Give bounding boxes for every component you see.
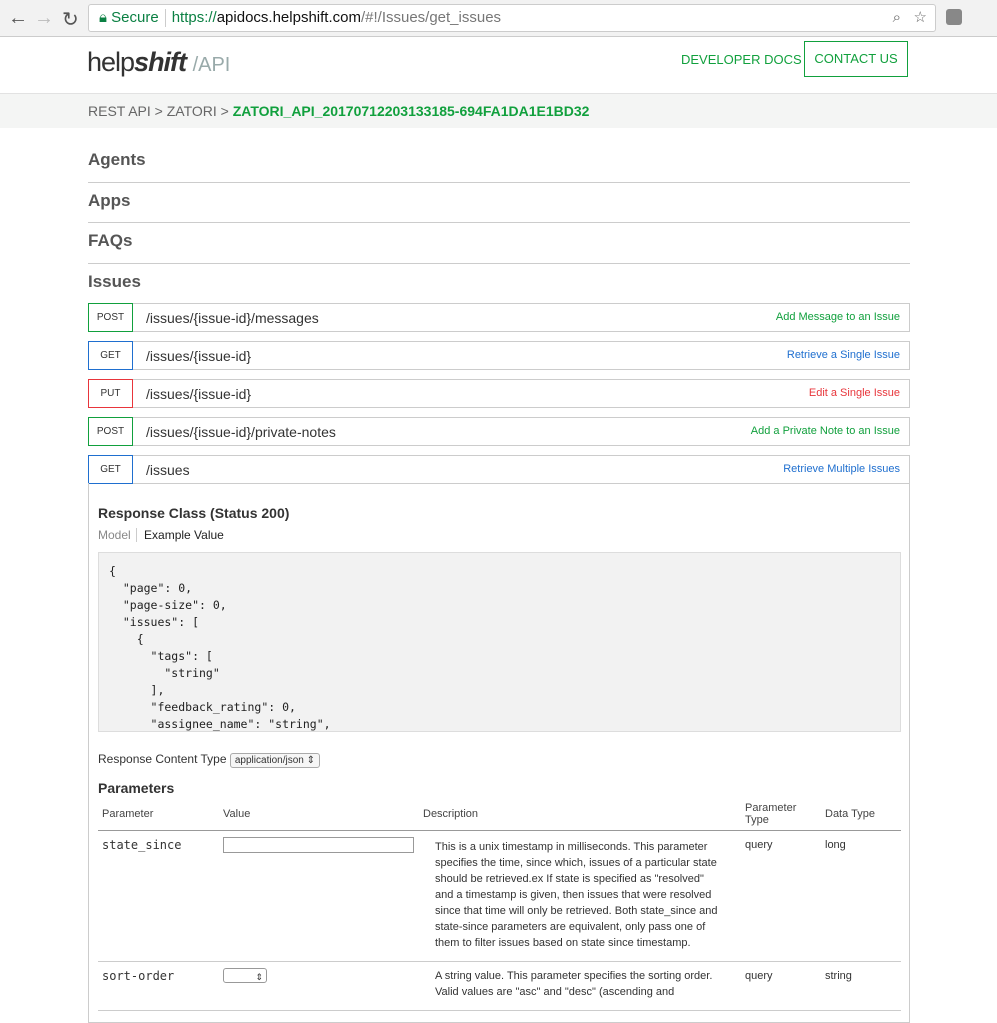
endpoint-row[interactable]: POST/issues/{issue-id}/private-notes Add … xyxy=(88,417,910,446)
group-faqs[interactable]: FAQs xyxy=(88,231,133,250)
endpoint-row[interactable]: GET/issues Retrieve Multiple Issues xyxy=(88,455,910,484)
col-parameter-type: Parameter Type xyxy=(741,798,821,831)
endpoint-description[interactable]: Add Message to an Issue xyxy=(775,311,900,323)
back-icon[interactable]: ← xyxy=(8,7,28,29)
group-issues[interactable]: Issues xyxy=(88,272,141,291)
example-value-code: { "page": 0, "page-size": 0, "issues": [… xyxy=(98,552,901,732)
tab-example-value[interactable]: Example Value xyxy=(144,528,224,542)
col-value: Value xyxy=(219,798,419,831)
zoom-icon[interactable]: ⌕ xyxy=(892,9,901,26)
reload-icon[interactable]: ↻ xyxy=(62,9,79,31)
endpoint-description[interactable]: Retrieve a Single Issue xyxy=(786,349,900,361)
param-data-type: long xyxy=(821,830,901,962)
endpoint-description[interactable]: Add a Private Note to an Issue xyxy=(750,425,900,437)
developer-docs-link[interactable]: DEVELOPER DOCS xyxy=(681,52,802,67)
parameters-title: Parameters xyxy=(98,780,175,796)
url-scheme: https:// xyxy=(171,9,217,26)
col-parameter: Parameter xyxy=(98,798,219,831)
content-type-select[interactable]: application/json ⇕ xyxy=(229,753,320,768)
extension-icon[interactable] xyxy=(946,9,962,25)
param-name: sort-order xyxy=(98,961,219,1011)
method-badge: GET xyxy=(88,455,133,484)
parameters-table: Parameter Value Description Parameter Ty… xyxy=(98,798,901,1011)
operation-body: Response Class (Status 200) Model Exampl… xyxy=(88,483,910,1023)
endpoint-path[interactable]: /issues/{issue-id} xyxy=(146,386,252,402)
state-since-input[interactable] xyxy=(223,837,414,853)
param-description: This is a unix timestamp in milliseconds… xyxy=(419,830,741,962)
browser-toolbar: ← → ↻ 🔒︎ Secure https://apidocs.helpshift… xyxy=(0,0,997,37)
endpoint-row[interactable]: POST/issues/{issue-id}/messages Add Messa… xyxy=(88,303,910,332)
col-description: Description xyxy=(419,798,741,831)
group-agents[interactable]: Agents xyxy=(88,150,146,169)
method-badge: POST xyxy=(88,417,133,446)
breadcrumb: REST API > ZATORI > ZATORI_API_201707122… xyxy=(0,93,997,128)
star-icon[interactable]: ☆ xyxy=(913,9,927,26)
table-row: sort-order ⇕ A string value. This parame… xyxy=(98,961,901,1011)
group-apps[interactable]: Apps xyxy=(88,191,131,210)
sort-order-select[interactable]: ⇕ xyxy=(223,968,267,983)
method-badge: PUT xyxy=(88,379,133,408)
forward-icon[interactable]: → xyxy=(34,7,54,29)
contact-us-button[interactable]: CONTACT US xyxy=(804,41,908,77)
secure-label: Secure xyxy=(111,9,159,26)
param-data-type: string xyxy=(821,961,901,1011)
response-class-title: Response Class (Status 200) xyxy=(98,505,290,521)
endpoint-path[interactable]: /issues/{issue-id} xyxy=(146,348,252,364)
site-header: helpshift /API DEVELOPER DOCS CONTACT US xyxy=(0,37,997,93)
lock-icon: 🔒︎ xyxy=(99,9,107,26)
endpoint-row[interactable]: GET/issues/{issue-id} Retrieve a Single I… xyxy=(88,341,910,370)
url-path: /#!/Issues/get_issues xyxy=(360,9,502,26)
method-badge: GET xyxy=(88,341,133,370)
method-badge: POST xyxy=(88,303,133,332)
endpoint-path[interactable]: /issues/{issue-id}/private-notes xyxy=(146,424,336,440)
url-domain: apidocs.helpshift.com xyxy=(216,9,361,26)
helpshift-logo[interactable]: helpshift /API xyxy=(87,47,231,77)
table-row: state_since This is a unix timestamp in … xyxy=(98,830,901,962)
content-type-label: Response Content Type xyxy=(98,752,227,766)
endpoint-path[interactable]: /issues/{issue-id}/messages xyxy=(146,310,319,326)
endpoint-description[interactable]: Edit a Single Issue xyxy=(808,387,900,399)
endpoint-row[interactable]: PUT/issues/{issue-id} Edit a Single Issue xyxy=(88,379,910,408)
col-data-type: Data Type xyxy=(821,798,901,831)
tab-model[interactable]: Model xyxy=(98,528,137,542)
param-type: query xyxy=(741,830,821,962)
param-description: A string value. This parameter specifies… xyxy=(419,961,741,1011)
breadcrumb-current: ZATORI_API_20170712203133185-694FA1DA1E1… xyxy=(232,103,590,119)
endpoint-path[interactable]: /issues xyxy=(146,462,190,478)
endpoint-description[interactable]: Retrieve Multiple Issues xyxy=(783,463,900,475)
address-bar[interactable]: 🔒︎ Secure https://apidocs.helpshift.com/#… xyxy=(88,4,936,32)
param-name: state_since xyxy=(98,830,219,962)
breadcrumb-root[interactable]: REST API > ZATORI > xyxy=(88,103,233,119)
param-type: query xyxy=(741,961,821,1011)
